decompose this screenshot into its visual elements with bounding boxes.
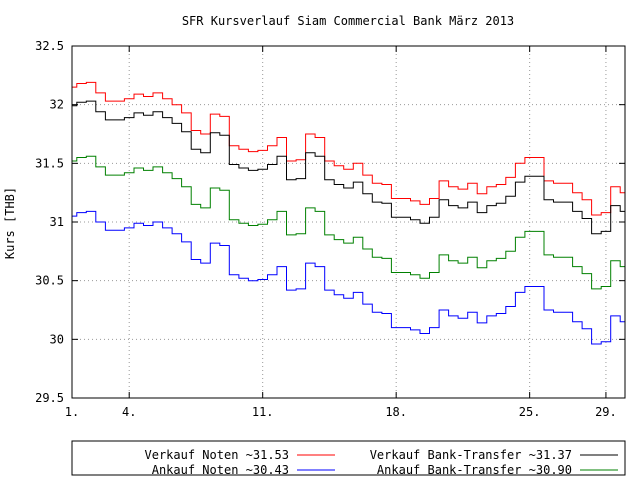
legend-box	[71, 440, 626, 476]
x-tick-label: 25.	[519, 405, 541, 419]
plot-frame	[71, 45, 626, 399]
legend-label: Ankauf Bank-Transfer ~30.90	[377, 463, 572, 477]
series-line	[72, 155, 625, 290]
legend-label: Verkauf Noten ~31.53	[145, 448, 290, 462]
chart-title: SFR Kursverlauf Siam Commercial Bank Mär…	[182, 14, 514, 28]
y-tick-label: 30.5	[35, 274, 64, 288]
series-line	[72, 81, 625, 216]
series-layer	[72, 81, 625, 345]
y-tick-label: 29.5	[35, 391, 64, 405]
x-tick-label: 1.	[65, 405, 79, 419]
axes: 29.5 30 30.5 31 31.5 32 32.5 1. 4. 11. 18. 25. 29.	[35, 39, 625, 419]
y-tick-label: 32	[50, 98, 64, 112]
y-tick-label: 32.5	[35, 39, 64, 53]
series-line	[72, 210, 625, 345]
x-tick-label: 4.	[122, 405, 136, 419]
x-tick-label: 29.	[595, 405, 617, 419]
grid	[72, 46, 625, 398]
x-tick-label: 11.	[252, 405, 274, 419]
series-line	[72, 100, 625, 235]
legend: Verkauf Noten ~31.53 Verkauf Bank-Transfe…	[71, 440, 626, 477]
x-tick-label: 18.	[385, 405, 407, 419]
y-tick-label: 30	[50, 332, 64, 346]
y-tick-label: 31	[50, 215, 64, 229]
legend-label: Verkauf Bank-Transfer ~31.37	[370, 448, 572, 462]
y-tick-label: 31.5	[35, 156, 64, 170]
y-axis-label: Kurs [THB]	[3, 187, 17, 259]
legend-label: Ankauf Noten ~30.43	[152, 463, 289, 477]
